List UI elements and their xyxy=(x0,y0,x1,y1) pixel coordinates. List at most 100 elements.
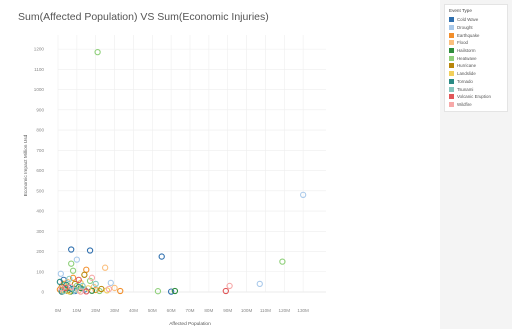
data-point xyxy=(86,247,94,254)
legend-item[interactable]: Wildfire xyxy=(449,101,504,109)
x-tick-label: 40M xyxy=(129,308,138,313)
data-point xyxy=(56,278,64,286)
x-tick-label: 100M xyxy=(241,308,253,313)
data-point xyxy=(101,264,109,271)
legend-swatch xyxy=(449,86,454,92)
legend-label: Tornado xyxy=(457,78,473,84)
legend-title: Event Type xyxy=(449,8,472,13)
y-tick-label: 1100 xyxy=(34,67,44,72)
y-tick-label: 1200 xyxy=(34,47,45,52)
data-point xyxy=(171,287,179,295)
legend-item[interactable]: Cold Wave xyxy=(449,16,504,24)
legend-label: Heatwave xyxy=(457,55,477,61)
legend-label: Hailstorm xyxy=(457,48,476,54)
data-point xyxy=(98,285,105,293)
legend-swatch xyxy=(449,55,454,61)
legend-label: Earthquake xyxy=(457,32,480,38)
legend-label: Flood xyxy=(457,40,468,46)
data-point xyxy=(222,287,229,295)
y-tick-label: 700 xyxy=(36,148,44,153)
data-point xyxy=(111,284,118,292)
data-point xyxy=(73,256,81,263)
legend-item[interactable]: Flood xyxy=(449,39,504,47)
data-point xyxy=(81,271,88,278)
legend-items: Cold Wave Drought Earthquake Flood Hailstorm… xyxy=(449,16,504,108)
data-point xyxy=(68,246,75,253)
data-point xyxy=(69,274,77,281)
data-point xyxy=(57,270,64,277)
legend-item[interactable]: Earthquake xyxy=(449,31,504,39)
legend-label: Wildfire xyxy=(457,101,472,107)
x-tick-label: 120M xyxy=(279,308,291,313)
legend-swatch xyxy=(449,40,454,46)
x-tick-label: 110M xyxy=(260,308,271,313)
scatter-chart: 0 100 200 300 400 500 600 700 800 900 1000 1100 1200… xyxy=(23,35,326,327)
data-point xyxy=(256,280,263,288)
y-tick-label: 500 xyxy=(36,188,44,193)
data-point xyxy=(92,280,99,288)
legend: Event Type Cold Wave Drought Earthquake Flo… xyxy=(444,4,508,113)
y-tick-label: 800 xyxy=(36,128,44,133)
data-point xyxy=(107,279,114,287)
legend-swatch xyxy=(449,78,454,84)
data-point xyxy=(117,287,124,295)
y-tick-label: 200 xyxy=(36,249,44,254)
x-tick-label: 10M xyxy=(72,308,81,313)
data-point xyxy=(58,285,65,292)
data-point xyxy=(154,288,162,295)
legend-swatch xyxy=(449,25,454,31)
data-point xyxy=(94,49,101,56)
legend-item[interactable]: Volcanic Eruption xyxy=(449,93,504,101)
legend-label: Volcanic Eruption xyxy=(457,94,491,100)
legend-label: Hurricane xyxy=(457,63,477,69)
data-point xyxy=(79,282,86,290)
y-tick-label: 0 xyxy=(41,290,44,295)
data-point xyxy=(167,288,175,295)
legend-panel: Event Type Cold Wave Drought Earthquake Flo… xyxy=(440,0,512,329)
y-tick-label: 600 xyxy=(36,168,44,173)
y-tick-label: 300 xyxy=(36,229,44,234)
legend-item[interactable]: Heatwave xyxy=(449,54,504,62)
data-point xyxy=(68,283,75,291)
data-point xyxy=(226,282,233,290)
data-point xyxy=(105,285,113,293)
y-tick-label: 1000 xyxy=(34,87,45,92)
x-tick-label: 70M xyxy=(186,308,195,313)
data-point xyxy=(279,258,286,265)
legend-item[interactable]: Tsunami xyxy=(449,85,504,93)
data-point xyxy=(69,267,77,274)
legend-swatch xyxy=(449,32,454,38)
legend-label: Tsunami xyxy=(457,86,474,92)
legend-swatch xyxy=(449,63,454,69)
legend-swatch xyxy=(449,48,454,54)
legend-item[interactable]: Landslide xyxy=(449,70,504,78)
legend-item[interactable]: Hurricane xyxy=(449,62,504,70)
x-tick-label: 90M xyxy=(223,308,232,313)
x-tick-label: 60M xyxy=(167,308,176,313)
legend-label: Cold Wave xyxy=(457,17,479,23)
legend-swatch xyxy=(449,94,454,100)
chart-title: Sum(Affected Population) VS Sum(Economic… xyxy=(18,11,269,23)
data-point xyxy=(66,275,73,282)
data-point xyxy=(299,191,307,198)
data-point xyxy=(158,253,165,260)
legend-label: Drought xyxy=(457,25,473,31)
data-point xyxy=(71,280,79,288)
data-point xyxy=(68,260,75,267)
y-axis-title: Economic Impact Million Usd xyxy=(23,134,29,196)
data-point xyxy=(75,276,82,284)
x-tick-label: 130M xyxy=(297,308,309,313)
y-tick-label: 900 xyxy=(36,107,44,112)
legend-item[interactable]: Drought xyxy=(449,24,504,32)
y-tick-label: 100 xyxy=(36,269,44,274)
x-tick-label: 80M xyxy=(204,308,213,313)
legend-swatch xyxy=(449,71,454,77)
legend-item[interactable]: Tornado xyxy=(449,78,504,86)
data-point xyxy=(77,288,84,295)
legend-item[interactable]: Hailstorm xyxy=(449,47,504,55)
x-tick-label: 50M xyxy=(148,308,157,313)
legend-swatch xyxy=(449,17,454,23)
y-tick-label: 400 xyxy=(36,209,44,214)
data-point xyxy=(62,284,69,292)
legend-label: Landslide xyxy=(457,71,476,77)
